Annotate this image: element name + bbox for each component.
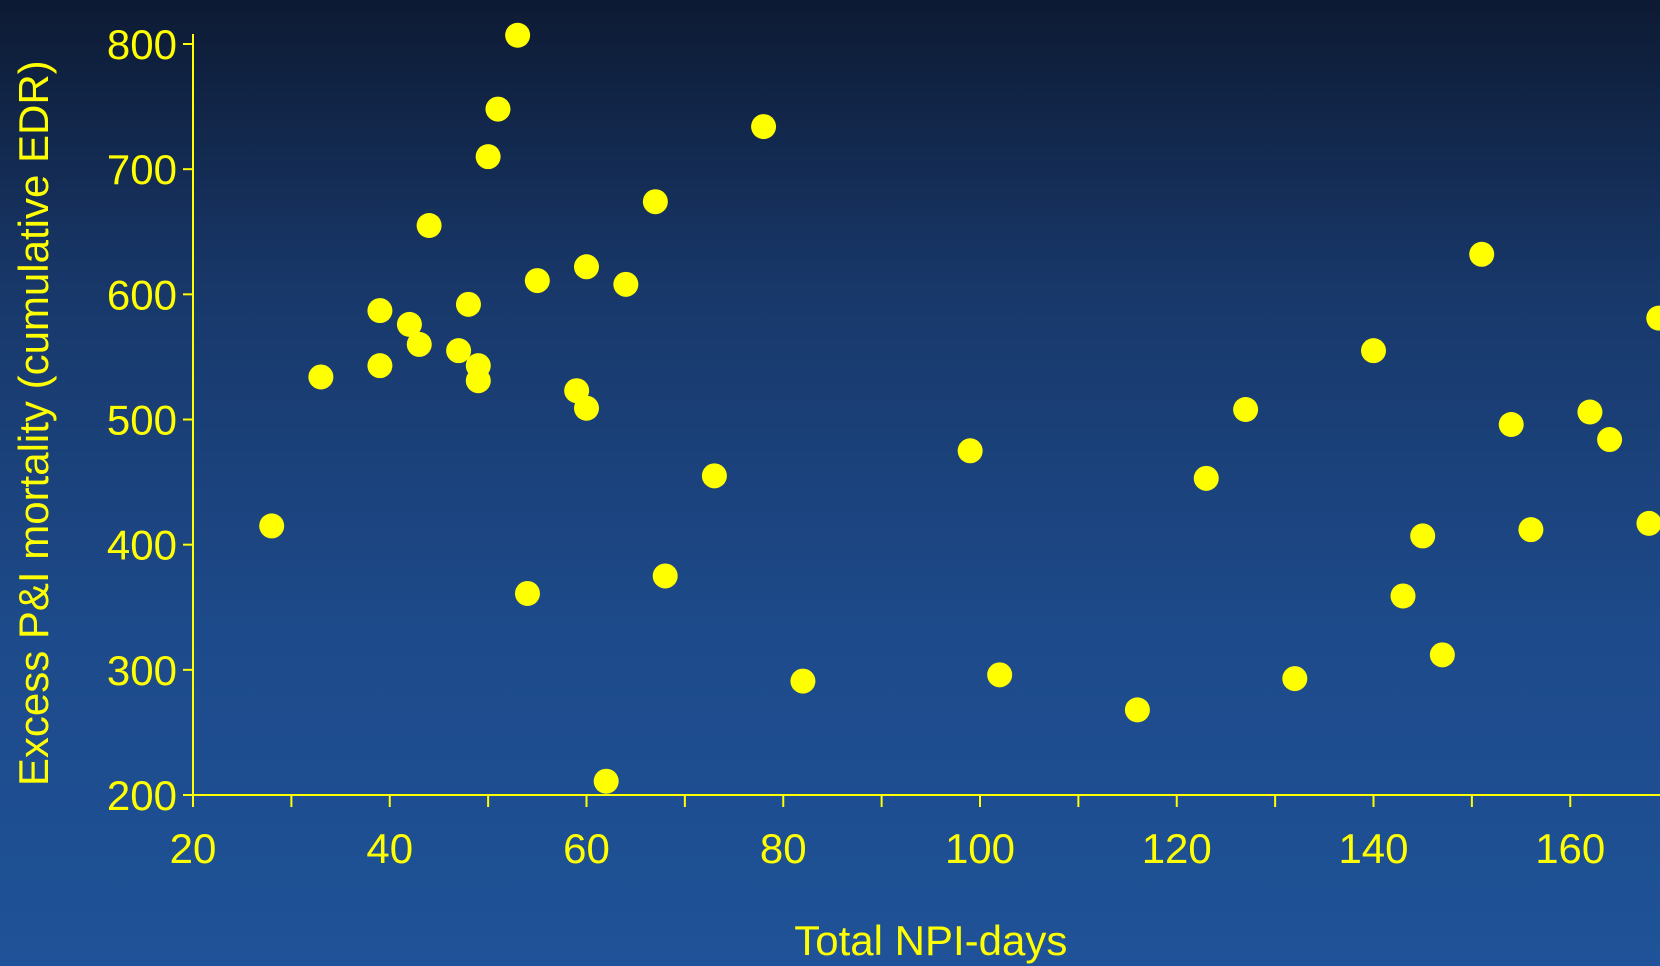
y-tick-label: 300 [107, 647, 177, 694]
data-point [642, 189, 668, 215]
x-tick-label: 20 [170, 825, 217, 872]
data-point [524, 268, 550, 294]
data-point [1361, 338, 1386, 364]
y-tick-label: 600 [107, 271, 177, 318]
x-tick-label: 140 [1338, 825, 1408, 872]
data-point [1577, 399, 1603, 425]
y-axis: 200 300 400 500 600 700 800 [107, 21, 194, 819]
data-point [416, 212, 442, 238]
data-point [367, 298, 393, 324]
y-axis-title: Excess P&I mortality (cumulative EDR) [10, 60, 57, 786]
data-point [514, 580, 540, 606]
data-point [613, 271, 639, 297]
x-tick-label: 100 [945, 825, 1015, 872]
x-axis-title: Total NPI-days [794, 917, 1067, 964]
data-point [957, 438, 983, 464]
data-point [1498, 412, 1524, 438]
data-point [465, 368, 491, 394]
x-tick-label: 160 [1535, 825, 1605, 872]
data-point [1636, 510, 1660, 536]
data-point [1410, 523, 1436, 549]
data-point [1597, 427, 1623, 453]
data-point [1193, 465, 1219, 491]
x-tick-label: 60 [563, 825, 610, 872]
data-point [574, 254, 599, 280]
y-tick-label: 800 [107, 21, 177, 68]
data-point [1390, 583, 1416, 609]
data-point [790, 668, 816, 694]
data-point [1282, 666, 1308, 692]
y-tick-label: 700 [107, 146, 177, 193]
x-tick-label: 120 [1142, 825, 1212, 872]
data-point [1124, 697, 1150, 723]
data-point [987, 662, 1013, 688]
data-point [505, 22, 531, 48]
data-points [259, 22, 1660, 794]
x-tick-label: 40 [366, 825, 413, 872]
data-point [593, 768, 619, 794]
data-point [751, 114, 777, 140]
data-point [406, 331, 432, 357]
data-point [367, 353, 393, 379]
y-tick-label: 500 [107, 397, 177, 444]
x-tick-label: 80 [760, 825, 807, 872]
data-point [652, 563, 678, 589]
y-tick-label: 400 [107, 522, 177, 569]
x-axis: 20 40 60 80 100 120 140 160 [170, 794, 1660, 872]
data-point [396, 311, 422, 337]
data-point [455, 291, 481, 317]
data-point [259, 513, 285, 539]
data-point [574, 395, 599, 421]
y-tick-label: 200 [107, 772, 177, 819]
data-point [701, 463, 727, 489]
data-point [1646, 305, 1660, 331]
data-point [475, 144, 501, 170]
data-point [1469, 241, 1495, 267]
data-point [1429, 642, 1455, 668]
data-point [1233, 396, 1259, 422]
data-point [308, 364, 334, 390]
data-point [1518, 517, 1544, 543]
data-point [485, 96, 511, 122]
data-point [446, 338, 472, 364]
